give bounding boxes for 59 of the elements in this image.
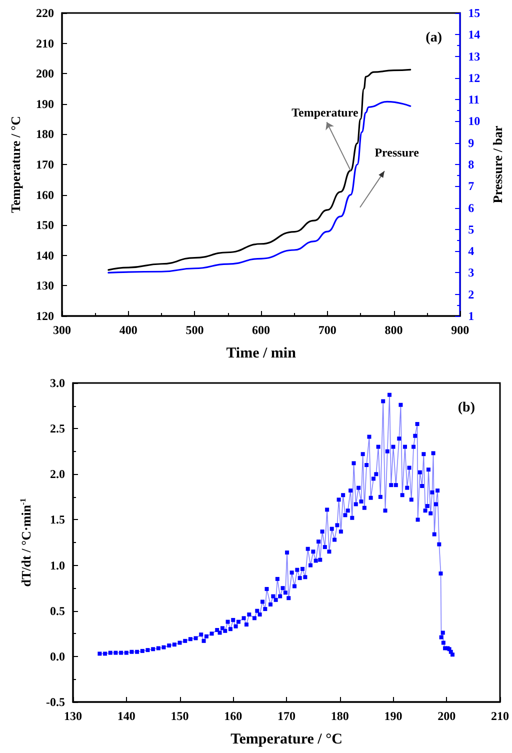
annotation: Pressure bbox=[374, 145, 420, 160]
x-tick-label: 170 bbox=[278, 709, 296, 723]
x-tick-label: 160 bbox=[224, 709, 242, 723]
y-tick-label: 0.5 bbox=[50, 604, 65, 618]
y-axis-title: dT/dt / °C·min-1 bbox=[18, 498, 34, 587]
y-tick-label: 0.0 bbox=[50, 649, 65, 664]
x-tick-label: 140 bbox=[117, 709, 136, 723]
annotation: Temperature bbox=[292, 105, 359, 120]
y-tick-label: 130 bbox=[36, 278, 54, 293]
y2-tick-label: 12 bbox=[468, 70, 480, 85]
y-tick-label: 220 bbox=[36, 6, 54, 20]
y-tick-label: 180 bbox=[36, 127, 54, 142]
y-tick-label: 150 bbox=[36, 218, 54, 232]
annotation: (a) bbox=[426, 30, 442, 46]
x-tick-label: 200 bbox=[438, 709, 456, 723]
y-tick-label: 3.0 bbox=[50, 376, 65, 390]
y2-tick-label: 4 bbox=[468, 244, 474, 258]
x-tick-label: 190 bbox=[384, 709, 402, 723]
y-tick-label: -0.5 bbox=[46, 695, 65, 709]
x-tick-label: 300 bbox=[53, 323, 71, 337]
y-axis-title: Temperature / °C bbox=[8, 116, 23, 213]
y2-tick-label: 13 bbox=[468, 49, 480, 64]
y-tick-label: 2.0 bbox=[50, 467, 65, 482]
x-tick-label: 800 bbox=[384, 323, 403, 337]
annotation: (b) bbox=[458, 400, 476, 416]
y2-tick-label: 9 bbox=[468, 136, 474, 150]
y-tick-label: 210 bbox=[36, 36, 54, 50]
x-tick-label: 900 bbox=[451, 323, 470, 337]
y2-tick-label: 5 bbox=[468, 222, 474, 236]
x-axis-title: Time / min bbox=[226, 346, 297, 362]
y-tick-label: 1.0 bbox=[50, 558, 65, 572]
y2-axis-title: Pressure / bar bbox=[490, 126, 505, 204]
x-tick-label: 500 bbox=[186, 323, 204, 337]
y2-tick-label: 14 bbox=[468, 28, 480, 42]
y2-tick-label: 11 bbox=[468, 92, 480, 107]
y-tick-label: 190 bbox=[36, 96, 54, 111]
y-tick-label: 2.5 bbox=[50, 422, 65, 436]
x-tick-label: 210 bbox=[491, 709, 509, 723]
y2-tick-label: 8 bbox=[468, 158, 474, 172]
x-tick-label: 180 bbox=[330, 709, 349, 723]
y2-tick-label: 10 bbox=[468, 114, 480, 128]
y-tick-label: 170 bbox=[36, 158, 54, 172]
x-tick-label: 600 bbox=[252, 323, 270, 337]
y-tick-label: 160 bbox=[36, 188, 54, 202]
y-tick-label: 200 bbox=[36, 66, 54, 81]
y2-tick-label: 2 bbox=[468, 287, 474, 302]
x-tick-label: 400 bbox=[119, 323, 138, 337]
x-tick-label: 700 bbox=[318, 323, 336, 337]
y-tick-label: 1.5 bbox=[50, 512, 65, 527]
y2-tick-label: 3 bbox=[468, 266, 474, 280]
x-tick-label: 150 bbox=[170, 709, 189, 723]
y2-tick-label: 7 bbox=[468, 179, 474, 194]
y2-tick-label: 15 bbox=[468, 6, 480, 20]
y-tick-label: 140 bbox=[36, 248, 54, 262]
x-axis-title: Temperature / °C bbox=[230, 732, 342, 748]
y2-tick-label: 6 bbox=[468, 200, 474, 215]
x-tick-label: 130 bbox=[64, 709, 82, 723]
y-tick-label: 120 bbox=[36, 309, 54, 323]
y2-tick-label: 1 bbox=[468, 309, 474, 323]
